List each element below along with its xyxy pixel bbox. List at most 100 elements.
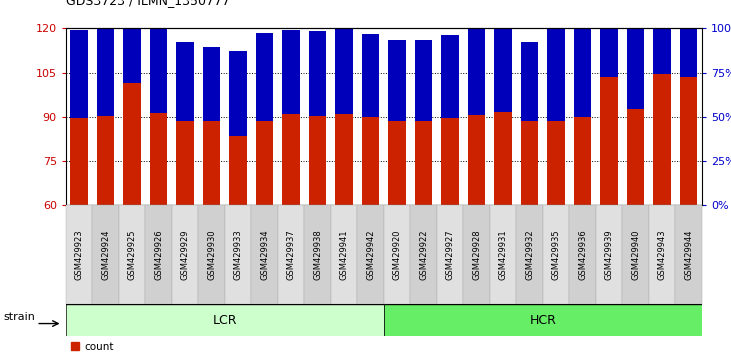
Text: GSM429924: GSM429924: [101, 230, 110, 280]
Text: GSM429923: GSM429923: [75, 229, 83, 280]
Bar: [468, 115, 485, 205]
Text: GSM429930: GSM429930: [207, 229, 216, 280]
Bar: [118, 205, 145, 304]
Bar: [675, 205, 702, 304]
Bar: [225, 205, 251, 304]
Text: GSM429944: GSM429944: [684, 230, 693, 280]
Bar: [176, 42, 194, 121]
Bar: [150, 16, 167, 113]
Text: GSM429937: GSM429937: [287, 229, 295, 280]
Bar: [203, 121, 220, 205]
Bar: [309, 31, 326, 116]
Text: strain: strain: [3, 312, 35, 322]
Bar: [357, 205, 384, 304]
Bar: [124, 83, 140, 205]
Bar: [654, 0, 670, 74]
Bar: [410, 205, 437, 304]
Bar: [494, 28, 512, 113]
Bar: [388, 121, 406, 205]
Bar: [648, 205, 675, 304]
Bar: [574, 28, 591, 117]
Text: GSM429935: GSM429935: [551, 229, 561, 280]
Bar: [388, 40, 406, 121]
Text: GSM429932: GSM429932: [525, 229, 534, 280]
Text: GSM429927: GSM429927: [445, 229, 455, 280]
Bar: [145, 205, 172, 304]
Bar: [600, 0, 618, 77]
Bar: [516, 205, 542, 304]
Bar: [384, 304, 702, 336]
Bar: [70, 30, 88, 118]
Bar: [304, 205, 330, 304]
Text: GSM429926: GSM429926: [154, 229, 163, 280]
Bar: [622, 205, 648, 304]
Bar: [463, 205, 490, 304]
Text: GDS3723 / ILMN_1350777: GDS3723 / ILMN_1350777: [66, 0, 230, 7]
Bar: [654, 74, 670, 205]
Text: GSM429928: GSM429928: [472, 229, 481, 280]
Bar: [680, 77, 697, 205]
Text: GSM429936: GSM429936: [578, 229, 587, 280]
Text: GSM429920: GSM429920: [393, 230, 401, 280]
Bar: [176, 121, 194, 205]
Bar: [415, 121, 432, 205]
Bar: [70, 118, 88, 205]
Text: GSM429929: GSM429929: [181, 230, 189, 280]
Bar: [198, 205, 225, 304]
Text: GSM429939: GSM429939: [605, 229, 613, 280]
Bar: [521, 121, 538, 205]
Bar: [256, 33, 273, 121]
Bar: [442, 118, 458, 205]
Bar: [627, 0, 644, 109]
Bar: [569, 205, 596, 304]
Text: GSM429940: GSM429940: [631, 230, 640, 280]
Bar: [97, 28, 114, 116]
Text: HCR: HCR: [529, 314, 556, 327]
Bar: [92, 205, 118, 304]
Bar: [362, 118, 379, 205]
Bar: [362, 34, 379, 118]
Text: GSM429925: GSM429925: [127, 230, 137, 280]
Bar: [66, 205, 92, 304]
Bar: [336, 29, 352, 114]
Bar: [494, 113, 512, 205]
Bar: [230, 136, 246, 205]
Bar: [468, 20, 485, 115]
Bar: [336, 114, 352, 205]
Text: LCR: LCR: [213, 314, 237, 327]
Bar: [542, 205, 569, 304]
Text: GSM429922: GSM429922: [419, 230, 428, 280]
Bar: [97, 116, 114, 205]
Text: GSM429931: GSM429931: [499, 229, 507, 280]
Bar: [521, 42, 538, 121]
Bar: [596, 205, 622, 304]
Bar: [282, 114, 300, 205]
Text: GSM429941: GSM429941: [339, 230, 349, 280]
Bar: [548, 121, 564, 205]
Bar: [251, 205, 278, 304]
Bar: [384, 205, 410, 304]
Bar: [437, 205, 463, 304]
Bar: [574, 117, 591, 205]
Bar: [548, 29, 564, 121]
Bar: [282, 29, 300, 114]
Bar: [600, 77, 618, 205]
Text: GSM429938: GSM429938: [313, 229, 322, 280]
Text: GSM429943: GSM429943: [657, 229, 667, 280]
Bar: [124, 0, 140, 83]
Text: GSM429942: GSM429942: [366, 230, 375, 280]
Legend: count, percentile rank within the sample: count, percentile rank within the sample: [71, 342, 260, 354]
Bar: [442, 35, 458, 118]
Bar: [680, 0, 697, 77]
Bar: [203, 47, 220, 121]
Bar: [330, 205, 357, 304]
Bar: [627, 109, 644, 205]
Text: GSM429934: GSM429934: [260, 229, 269, 280]
Bar: [150, 113, 167, 205]
Bar: [66, 304, 384, 336]
Bar: [230, 51, 246, 136]
Bar: [256, 121, 273, 205]
Bar: [172, 205, 198, 304]
Bar: [490, 205, 516, 304]
Bar: [415, 40, 432, 121]
